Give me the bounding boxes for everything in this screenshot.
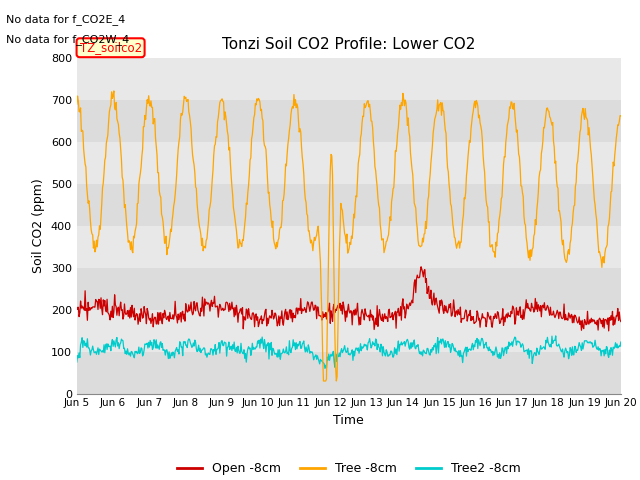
Bar: [77, 268, 621, 310]
Bar: [77, 226, 621, 268]
Title: Tonzi Soil CO2 Profile: Lower CO2: Tonzi Soil CO2 Profile: Lower CO2: [222, 37, 476, 52]
Text: No data for f_CO2E_4: No data for f_CO2E_4: [6, 14, 125, 25]
Text: TZ_soilco2: TZ_soilco2: [79, 41, 141, 54]
Bar: [77, 184, 621, 226]
Bar: [77, 310, 621, 351]
Bar: [77, 351, 621, 394]
Legend: Open -8cm, Tree -8cm, Tree2 -8cm: Open -8cm, Tree -8cm, Tree2 -8cm: [172, 457, 525, 480]
Text: No data for f_CO2W_4: No data for f_CO2W_4: [6, 34, 130, 45]
Y-axis label: Soil CO2 (ppm): Soil CO2 (ppm): [32, 178, 45, 273]
Bar: [77, 58, 621, 100]
Bar: [77, 142, 621, 184]
Bar: [77, 100, 621, 142]
X-axis label: Time: Time: [333, 414, 364, 427]
